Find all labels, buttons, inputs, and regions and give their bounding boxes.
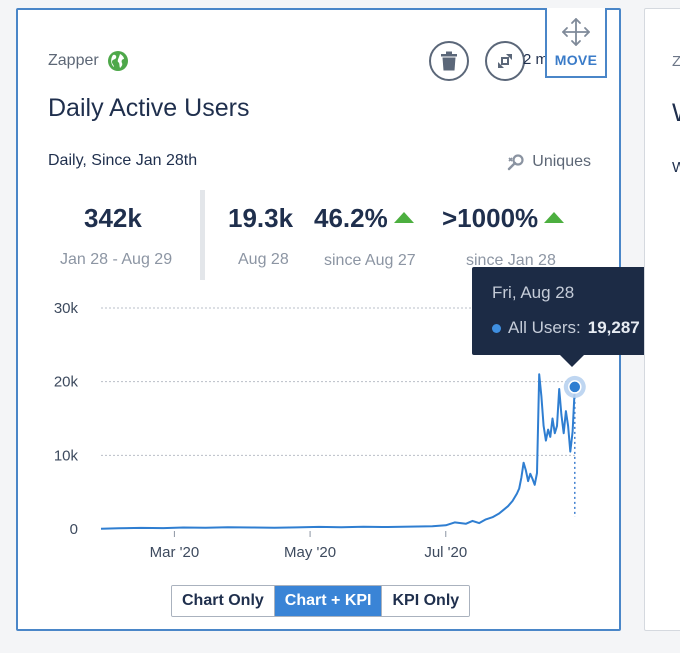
dashboard-card: Zapper Daily Active Users Daily, Since J… [16,8,679,631]
move-label: MOVE [554,52,598,68]
truncated-text: 2 m [523,51,549,68]
card-subtitle: Daily, Since Jan 28th [48,152,198,169]
uniques-toggle[interactable]: Uniques [506,152,591,172]
app-row: Zapper [48,50,129,72]
expand-icon [498,54,512,68]
kpi-total-label: Jan 28 - Aug 29 [60,251,173,268]
kpi-dod-label: since Aug 27 [324,252,416,269]
view-toggle-group: Chart Only Chart + KPI KPI Only [171,585,471,617]
adjacent-card: Z W W [644,8,680,631]
kpi-dod-value: 46.2% [314,203,388,233]
highlight-point [568,380,582,394]
x-tick-label: May '20 [284,544,336,561]
y-tick-label: 0 [70,521,78,538]
chart-kpi-button[interactable]: Chart + KPI [273,586,382,616]
tooltip-date: Fri, Aug 28 [492,283,575,302]
app-name: Zapper [48,52,99,69]
chart-only-button[interactable]: Chart Only [172,586,274,616]
trend-up-icon [393,211,414,223]
kpi-total-change: >1000% [442,203,565,234]
series-line-all-users [100,373,576,530]
series-dot-icon [492,323,501,333]
adjacent-card-title: W [672,99,680,128]
kpi-total-change-value: >1000% [442,203,539,233]
trend-up-icon [544,211,565,223]
tooltip-value: 19,287 [587,318,640,337]
kpi-only-button[interactable]: KPI Only [381,586,470,616]
card-title: Daily Active Users [48,94,250,122]
move-icon [562,18,590,46]
delete-button[interactable] [429,41,469,81]
x-tick-label: Jul '20 [424,544,467,561]
adjacent-card-subtitle: W [672,159,680,176]
link-icon [508,154,524,171]
adjacent-card-app: Z [672,53,680,70]
kpi-total-change-label: since Jan 28 [466,252,556,269]
kpi-divider [200,190,205,280]
kpi-day-label: Aug 28 [238,251,289,268]
uniques-label: Uniques [532,153,591,170]
y-tick-label: 10k [54,447,79,464]
kpi-total-value: 342k [84,203,142,233]
kpi-day-value: 19.3k [228,203,294,233]
expand-button[interactable] [485,41,525,81]
y-tick-label: 30k [54,300,79,317]
globe-icon [107,51,128,71]
trash-icon [441,51,457,71]
tooltip-row: All Users: 19,287 [492,318,640,338]
kpi-dod-change: 46.2% [314,203,414,234]
line-chart[interactable]: 0 10k 20k 30k Mar '20 May '20 Jul '20 [18,10,623,570]
tooltip-series-label: All Users: [508,318,581,337]
x-tick-label: Mar '20 [150,544,200,561]
y-tick-label: 20k [54,374,79,391]
move-handle[interactable]: MOVE [545,8,607,78]
